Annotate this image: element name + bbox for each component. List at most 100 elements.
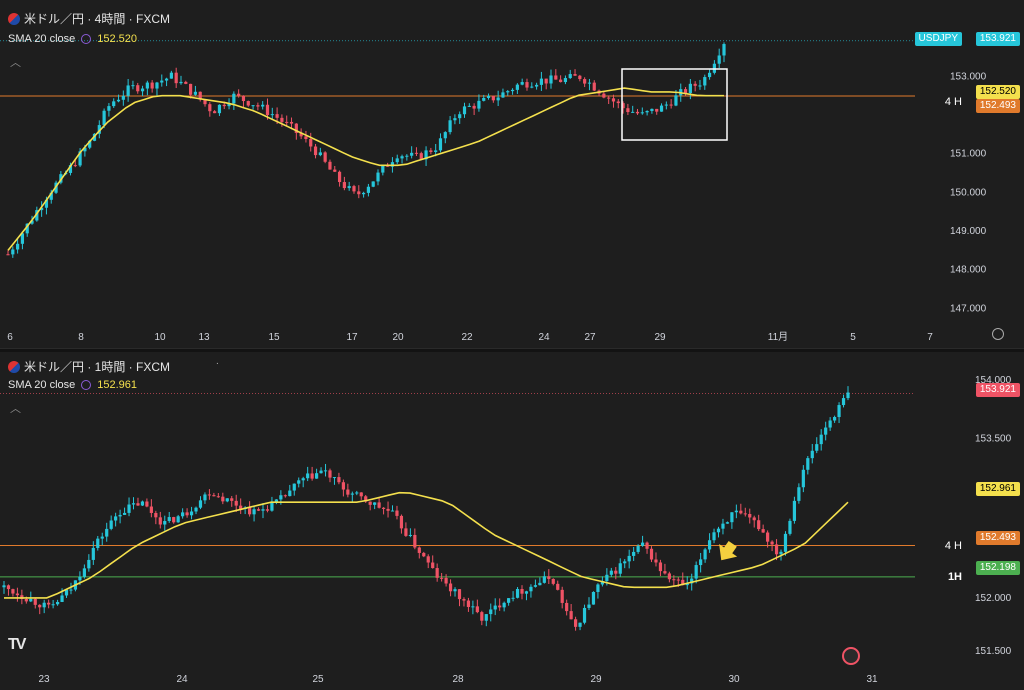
candle-body (222, 104, 226, 107)
candle-body (68, 165, 73, 173)
settings-gear-icon[interactable] (992, 328, 1004, 340)
candle-body (806, 458, 810, 470)
y-tick-label: 147.000 (950, 303, 987, 314)
candle-body (489, 609, 493, 615)
candle-body (193, 91, 198, 95)
candle-body (47, 602, 51, 605)
candle-body (176, 516, 180, 523)
tradingview-logo-icon[interactable]: TV (8, 636, 27, 653)
candle-body (694, 565, 698, 579)
candle-body (815, 444, 819, 451)
candle-body (213, 111, 217, 114)
x-tick-label: 11月 (768, 331, 788, 343)
x-tick-label: 6 (7, 332, 13, 343)
candle-body (429, 150, 433, 152)
candle-body (828, 420, 832, 428)
candle-body (681, 579, 685, 586)
candle-body (578, 622, 582, 627)
candle-body (632, 551, 636, 556)
collapse-chevron-icon[interactable]: ︿ (10, 403, 21, 415)
collapse-chevron-icon[interactable]: ︿ (10, 57, 21, 69)
candle-body (256, 509, 261, 511)
candle-body (569, 611, 573, 620)
candle-body (707, 540, 712, 550)
candle-body (88, 140, 92, 148)
chart-canvas-1h[interactable]: 153.500 152.000 151.500 23 24 25 28 29 30 31 154.0… (0, 352, 1024, 690)
y-tick-label: 149.000 (950, 226, 987, 237)
candle-body (797, 487, 801, 501)
candle-body (434, 150, 438, 152)
candle-body (395, 510, 399, 516)
candle-body (707, 72, 712, 78)
candle-body (116, 99, 121, 102)
candle-body (621, 103, 625, 109)
candle-body (332, 477, 337, 479)
economic-event-flag-icon[interactable] (842, 647, 860, 665)
candle-body (38, 604, 42, 608)
candle-body (390, 162, 395, 167)
x-tick-label: 29 (590, 674, 602, 685)
candle-body (538, 582, 542, 586)
candle-body (658, 562, 663, 572)
candle-body (184, 81, 188, 84)
candle-body (60, 595, 64, 602)
x-tick-label: 28 (452, 674, 464, 685)
candle-body (381, 507, 386, 509)
candle-body (265, 104, 270, 116)
chart-canvas-4h[interactable]: 153.000 151.000 150.000 149.000 148.000 147.0… (0, 0, 1024, 348)
candle-body (448, 583, 453, 592)
candle-body (6, 254, 10, 256)
candle-body (792, 500, 797, 521)
level-4h-label: 4 H (944, 540, 962, 552)
candle-body (404, 528, 408, 536)
x-tick-label: 23 (38, 674, 50, 685)
candle-body (645, 110, 649, 113)
visibility-eye-icon[interactable] (81, 380, 92, 390)
candle-body (520, 589, 524, 594)
usd-jpy-flag-icon (8, 12, 20, 25)
candle-body (118, 514, 122, 517)
candle-body (688, 83, 692, 94)
candle-body (650, 108, 654, 111)
candle-body (770, 541, 774, 545)
sma-legend[interactable]: SMA 20 close 152.520 (8, 33, 137, 45)
candle-body (573, 619, 578, 627)
candle-body (674, 95, 678, 106)
x-tick-label: 29 (654, 332, 666, 343)
candle-body (33, 598, 37, 605)
candle-body (96, 538, 100, 548)
candle-body (381, 165, 385, 173)
level-4h-tag: 152.493 (975, 531, 1020, 545)
candle-body (600, 581, 604, 585)
candle-body (16, 243, 20, 250)
visibility-eye-icon[interactable] (81, 34, 92, 44)
candle-body (659, 105, 664, 112)
candle-body (627, 555, 631, 562)
candle-body (239, 505, 243, 509)
candle-body (288, 490, 292, 497)
chart-pane-4h[interactable]: 153.000 151.000 150.000 149.000 148.000 147.0… (0, 0, 1024, 349)
candle-body (626, 108, 630, 113)
sma-legend[interactable]: SMA 20 close 152.961 (8, 379, 137, 391)
x-tick-label: 22 (461, 332, 473, 343)
y-tick-label: 153.000 (950, 71, 987, 82)
x-tick-label: 5 (850, 332, 856, 343)
chart-pane-1h[interactable]: 153.500 152.000 151.500 23 24 25 28 29 30 31 154.0… (0, 352, 1024, 690)
candle-body (520, 82, 524, 85)
candle-body (515, 84, 519, 90)
candle-body (440, 577, 444, 579)
candle-body (636, 545, 640, 552)
candle-body (810, 450, 814, 459)
pane-title: 米ドル／円 · 4時間 · FXCM (8, 10, 170, 27)
candle-body (333, 169, 337, 172)
candle-body (534, 84, 539, 87)
candle-body (83, 147, 87, 152)
candle-body (530, 86, 534, 88)
candle-body (563, 78, 568, 83)
candle-body (640, 542, 645, 546)
candle-body (283, 495, 287, 497)
candle-body (405, 155, 409, 157)
candle-body (693, 83, 697, 86)
candle-body (435, 568, 439, 578)
candle-body (386, 508, 390, 511)
